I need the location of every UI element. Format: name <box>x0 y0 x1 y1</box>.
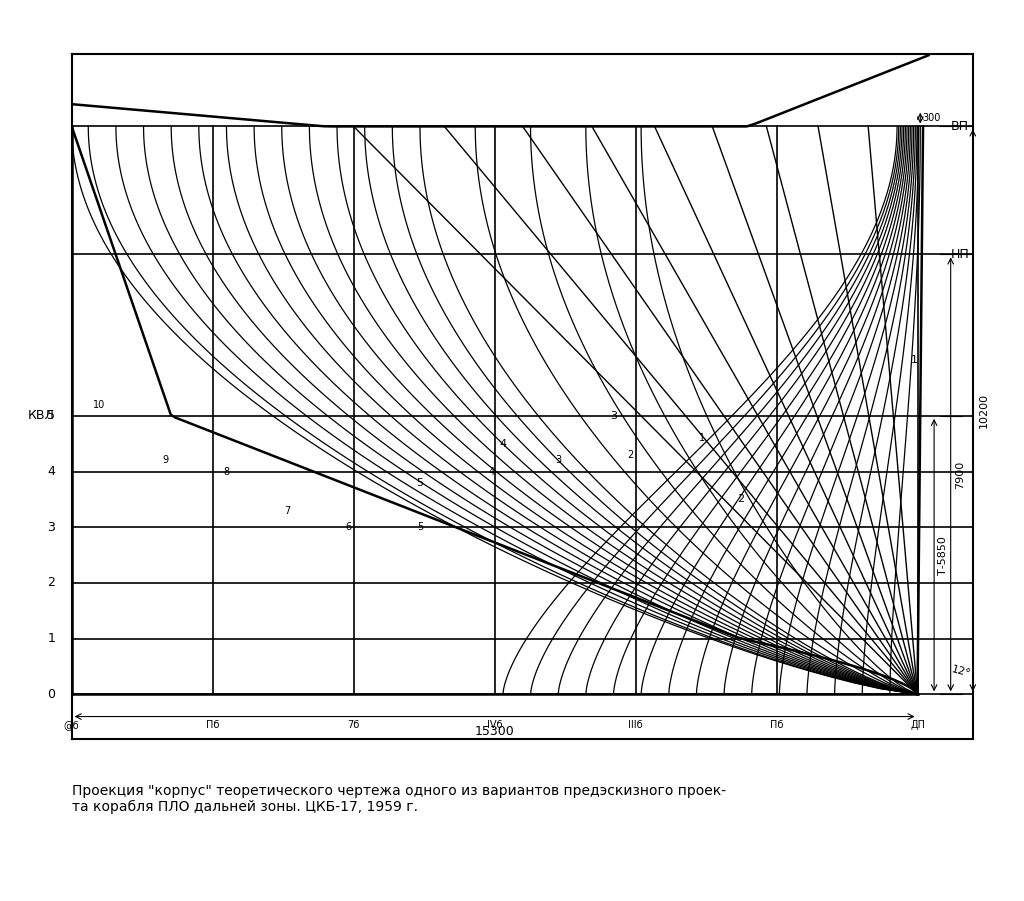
Text: 4: 4 <box>47 465 55 478</box>
Text: @б: @б <box>63 720 80 730</box>
Text: 3: 3 <box>555 456 561 466</box>
Text: 5: 5 <box>417 523 423 532</box>
Text: Т-5850: Т-5850 <box>938 536 948 575</box>
Text: 3: 3 <box>47 521 55 533</box>
Text: 12°: 12° <box>950 665 972 679</box>
Text: 10200: 10200 <box>978 393 988 428</box>
Text: 300: 300 <box>922 114 940 123</box>
Text: Пб: Пб <box>770 720 783 730</box>
Text: IIIб: IIIб <box>628 720 643 730</box>
Text: Проекция "корпус" теоретического чертежа одного из вариантов предэскизного проек: Проекция "корпус" теоретического чертежа… <box>72 784 726 815</box>
Text: 10: 10 <box>93 400 105 410</box>
Text: 5: 5 <box>47 409 55 423</box>
Text: 4: 4 <box>500 439 507 449</box>
Text: ДП: ДП <box>910 720 925 730</box>
Text: НП: НП <box>950 248 970 261</box>
Text: Пб: Пб <box>206 720 219 730</box>
Text: 7900: 7900 <box>955 460 965 488</box>
Text: КВЛ: КВЛ <box>29 409 55 423</box>
Text: 7б: 7б <box>347 720 359 730</box>
Text: 3: 3 <box>610 411 616 421</box>
Text: 2: 2 <box>737 495 744 505</box>
Text: 7: 7 <box>285 505 291 515</box>
Text: IVб: IVб <box>486 720 503 730</box>
Text: 2: 2 <box>627 450 633 460</box>
Text: 15300: 15300 <box>475 725 514 738</box>
Text: 8: 8 <box>223 467 229 477</box>
Text: 9: 9 <box>163 456 169 466</box>
Text: 6: 6 <box>345 523 351 532</box>
Text: 2: 2 <box>47 577 55 589</box>
Text: 1: 1 <box>911 355 919 365</box>
Text: 1: 1 <box>698 433 705 443</box>
Text: 1: 1 <box>47 633 55 645</box>
Text: 0: 0 <box>47 687 55 701</box>
Text: ВП: ВП <box>950 120 969 133</box>
Text: 5: 5 <box>417 478 424 487</box>
Text: 4: 4 <box>488 467 495 477</box>
